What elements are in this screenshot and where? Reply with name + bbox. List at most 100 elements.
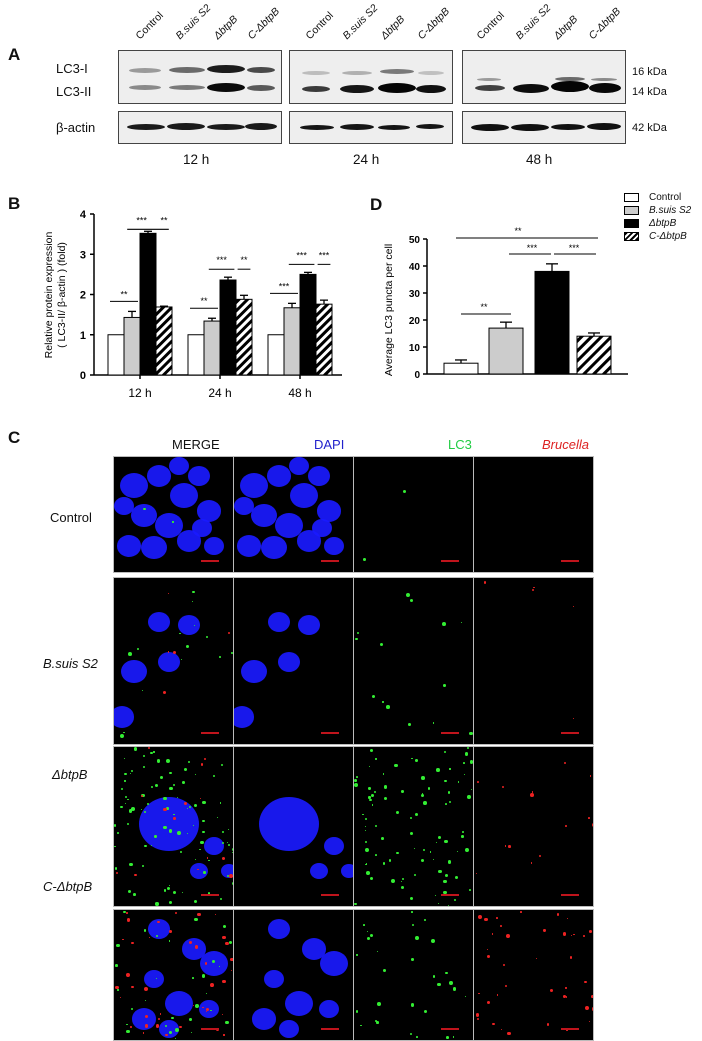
svg-text:3: 3 <box>80 249 86 261</box>
micrograph-c-dbtpb-merge <box>113 909 234 1041</box>
micrograph-bsuis-s2-brucella <box>473 577 594 745</box>
svg-text:12 h: 12 h <box>128 386 151 400</box>
svg-text:**: ** <box>240 255 248 265</box>
svg-text:***: *** <box>216 255 227 265</box>
legend-swatch <box>624 206 639 215</box>
western-blot-lc3-24h <box>289 50 453 104</box>
legend-label: Control <box>649 192 682 203</box>
lane-label: C-ΔbtpB <box>245 5 283 42</box>
marker-14kda: 14 kDa <box>632 86 667 98</box>
channel-header-lc3: LC3 <box>448 437 472 452</box>
row-label-bsuis: B.suis S2 <box>43 656 98 671</box>
svg-text:**: ** <box>480 302 488 312</box>
svg-text:20: 20 <box>409 316 421 327</box>
scale-bar <box>201 1028 219 1030</box>
micrograph-bsuis-s2-lc3 <box>353 577 474 745</box>
lane-label: ΔbtpB <box>551 13 581 42</box>
channel-header-brucella: Brucella <box>542 437 589 452</box>
scale-bar <box>201 732 219 734</box>
panel-a-label: A <box>8 45 21 64</box>
svg-text:***: *** <box>296 250 307 260</box>
scale-bar <box>441 1028 459 1030</box>
svg-text:24 h: 24 h <box>208 386 231 400</box>
timepoint-label: 48 h <box>526 152 553 167</box>
micrograph-dbtpb-merge <box>113 746 234 907</box>
svg-text:**: ** <box>200 296 208 306</box>
scale-bar <box>561 894 579 896</box>
row-label-lc3ii: LC3-II <box>56 84 92 99</box>
svg-text:48 h: 48 h <box>288 386 311 400</box>
western-blot-actin-48h <box>462 111 626 144</box>
row-label-control: Control <box>50 510 92 525</box>
marker-42kda: 42 kDa <box>632 122 667 134</box>
micrograph-c-dbtpb-brucella <box>473 909 594 1041</box>
row-label-actin: β-actin <box>56 120 96 135</box>
lane-label: ΔbtpB <box>378 13 408 42</box>
legend-swatch <box>624 232 639 241</box>
row-label-cdbtpb: C-ΔbtpB <box>43 879 93 894</box>
svg-text:***: *** <box>569 243 580 253</box>
micrograph-c-dbtpb-lc3 <box>353 909 474 1041</box>
micrograph-control-merge <box>113 456 234 573</box>
lane-label: B.suis S2 <box>513 2 554 43</box>
legend-item: C-ΔbtpB <box>624 230 691 243</box>
marker-16kda: 16 kDa <box>632 66 667 78</box>
micrograph-control-brucella <box>473 456 594 573</box>
scale-bar <box>441 732 459 734</box>
western-blot-actin-24h <box>289 111 453 144</box>
svg-text:***: *** <box>279 281 290 291</box>
svg-text:Average LC3 puncta per cell: Average LC3 puncta per cell <box>383 244 395 376</box>
western-blot-lc3-12h <box>118 50 282 104</box>
svg-text:**: ** <box>514 226 522 236</box>
channel-header-merge: MERGE <box>172 437 220 452</box>
svg-text:40: 40 <box>409 262 421 273</box>
svg-text:**: ** <box>160 215 168 225</box>
legend-swatch <box>624 193 639 202</box>
scale-bar <box>201 560 219 562</box>
bar-chart-lc3-expression: 0 1 2 3 4 Relative protein expression( LC3-II… <box>43 209 342 400</box>
timepoint-label: 12 h <box>183 152 210 167</box>
row-label-dbtpb: ΔbtpB <box>52 767 88 782</box>
legend-label: ΔbtpB <box>649 218 677 229</box>
scale-bar <box>321 1028 339 1030</box>
bar-chart-lc3-puncta: 0 10 20 30 40 50 Average LC3 puncta per cell **… <box>383 226 628 381</box>
scale-bar <box>321 894 339 896</box>
lane-label: Control <box>474 9 507 42</box>
lane-label: B.suis S2 <box>173 2 214 43</box>
panel-d-label: D <box>370 195 383 214</box>
scale-bar <box>561 732 579 734</box>
scale-bar <box>441 560 459 562</box>
svg-text:30: 30 <box>409 289 421 300</box>
svg-text:***: *** <box>319 250 330 260</box>
lane-label: B.suis S2 <box>340 2 381 43</box>
micrograph-dbtpb-brucella <box>473 746 594 907</box>
svg-text:***: *** <box>136 215 147 225</box>
lane-label: C-ΔbtpB <box>586 5 624 42</box>
svg-text:Relative protein expression( L: Relative protein expression( LC3-II/ β-a… <box>43 232 68 359</box>
row-label-lc3i: LC3-I <box>56 61 88 76</box>
scale-bar <box>321 560 339 562</box>
svg-text:2: 2 <box>80 290 86 302</box>
micrograph-c-dbtpb-dapi <box>233 909 354 1041</box>
micrograph-dbtpb-dapi <box>233 746 354 907</box>
lane-label: Control <box>133 9 166 42</box>
legend-label: C-ΔbtpB <box>649 231 687 242</box>
lane-label: C-ΔbtpB <box>415 5 453 42</box>
panel-b-label: B <box>8 194 21 213</box>
micrograph-bsuis-s2-dapi <box>233 577 354 745</box>
micrograph-bsuis-s2-merge <box>113 577 234 745</box>
legend-item: B.suis S2 <box>624 204 691 217</box>
scale-bar <box>321 732 339 734</box>
svg-text:4: 4 <box>80 209 87 221</box>
scale-bar <box>441 894 459 896</box>
legend-item: Control <box>624 191 691 204</box>
legend-item: ΔbtpB <box>624 217 691 230</box>
western-blot-lc3-48h <box>462 50 626 104</box>
legend-label: B.suis S2 <box>649 205 692 216</box>
svg-text:***: *** <box>527 243 538 253</box>
timepoint-label: 24 h <box>353 152 380 167</box>
lane-label: ΔbtpB <box>211 13 241 42</box>
scale-bar <box>561 560 579 562</box>
svg-text:1: 1 <box>80 330 86 342</box>
svg-text:**: ** <box>120 289 128 299</box>
